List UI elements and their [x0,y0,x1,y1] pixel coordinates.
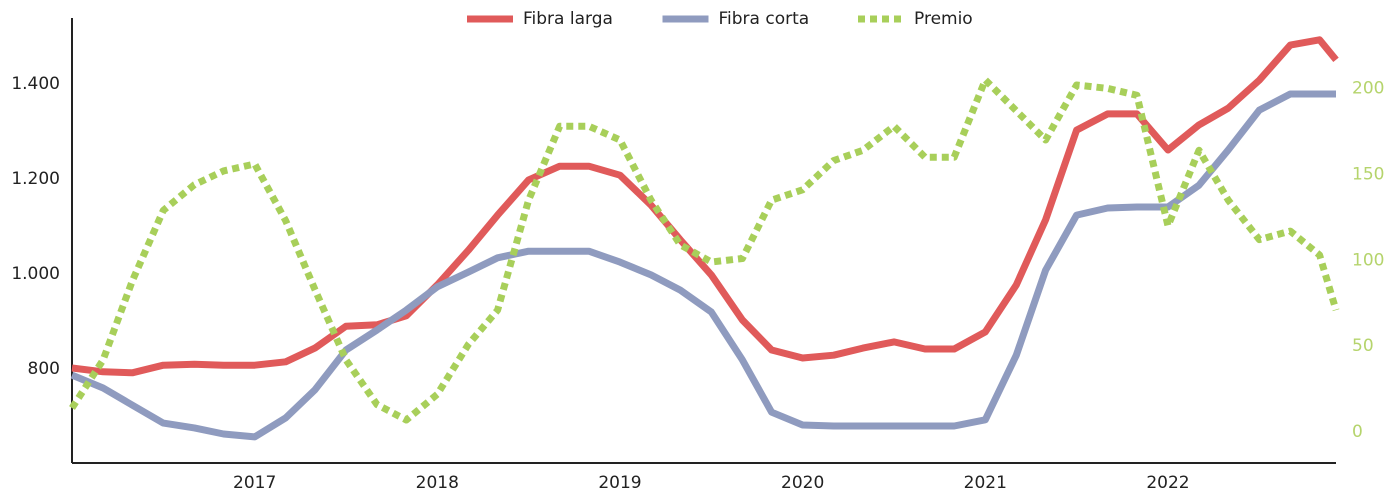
y2-tick-label: 0 [1352,422,1363,442]
legend-label: Fibra larga [523,9,613,29]
y2-tick-label: 150 [1352,164,1384,184]
series-line [70,90,1336,441]
x-tick-label: 2020 [781,473,824,492]
y2-tick-label: 100 [1352,250,1384,270]
series-line [69,76,1340,424]
y-tick-label: 1.000 [11,264,60,284]
y2-tick-label: 50 [1352,336,1374,356]
legend-label: Fibra corta [719,9,810,29]
legend-label: Premio [914,9,973,29]
x-tick-label: 2022 [1146,473,1189,492]
x-tick-label: 2019 [598,473,641,492]
y-tick-label: 800 [28,359,60,379]
series-line [71,36,1339,377]
x-tick-label: 2017 [233,473,276,492]
y-tick-label: 1.400 [11,74,60,94]
x-tick-label: 2018 [416,473,459,492]
x-tick-label: 2021 [964,473,1007,492]
y2-tick-label: 200 [1352,78,1384,98]
y-tick-label: 1.200 [11,169,60,189]
